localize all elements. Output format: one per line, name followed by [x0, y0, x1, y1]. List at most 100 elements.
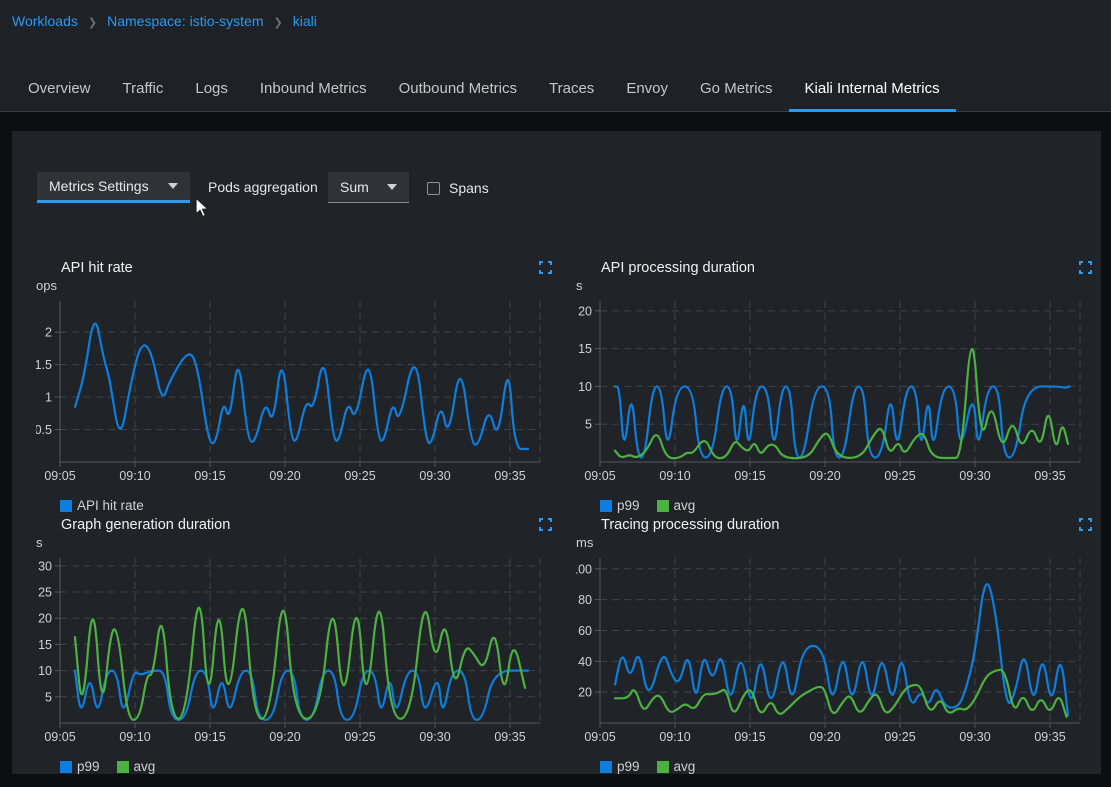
expand-icon[interactable] [1077, 516, 1094, 536]
aggregation-dropdown[interactable]: Sum [328, 172, 409, 203]
breadcrumb-link[interactable]: Namespace: istio-system [107, 13, 263, 29]
legend-label: p99 [77, 759, 100, 774]
chart-graph-generation-duration: Graph generation duration s 510152025300… [36, 512, 560, 774]
svg-text:09:05: 09:05 [584, 730, 615, 744]
svg-text:5: 5 [45, 690, 52, 704]
svg-text:09:15: 09:15 [734, 469, 765, 483]
svg-text:2: 2 [45, 326, 52, 340]
angle-right-icon: ❯ [88, 16, 97, 29]
tab-overview[interactable]: Overview [12, 67, 107, 112]
spans-checkbox[interactable] [427, 182, 440, 195]
svg-text:20: 20 [38, 612, 52, 626]
chart-tracing-processing-duration: Tracing processing duration ms 204060801… [576, 512, 1100, 774]
caret-down-icon [387, 184, 397, 190]
chart-plot: 2040608010009:0509:1009:1509:2009:2509:3… [576, 552, 1100, 757]
tab-logs[interactable]: Logs [179, 67, 244, 112]
legend-label: avg [134, 759, 156, 774]
svg-text:1: 1 [45, 391, 52, 405]
breadcrumb-link[interactable]: kiali [293, 13, 317, 29]
svg-text:09:05: 09:05 [44, 469, 75, 483]
chart-legend: p99 avg [600, 498, 1100, 513]
svg-text:40: 40 [578, 655, 592, 669]
tab-outbound-metrics[interactable]: Outbound Metrics [383, 67, 533, 112]
page-header: Workloads❯Namespace: istio-system❯kiali … [0, 0, 1111, 112]
legend-label: p99 [617, 759, 640, 774]
svg-text:09:15: 09:15 [194, 730, 225, 744]
svg-text:15: 15 [38, 638, 52, 652]
svg-text:60: 60 [578, 624, 592, 638]
metrics-settings-dropdown[interactable]: Metrics Settings [37, 172, 190, 203]
svg-text:5: 5 [585, 418, 592, 432]
svg-text:09:25: 09:25 [884, 469, 915, 483]
svg-text:10: 10 [578, 380, 592, 394]
spans-option: Spans [427, 180, 489, 196]
legend-swatch-icon [657, 761, 669, 773]
chart-title: API processing duration [601, 255, 1100, 277]
expand-icon[interactable] [537, 259, 554, 279]
expand-icon[interactable] [1077, 259, 1094, 279]
tab-traffic[interactable]: Traffic [107, 67, 180, 112]
legend-label: avg [674, 498, 696, 513]
angle-right-icon: ❯ [274, 16, 283, 29]
svg-text:09:20: 09:20 [269, 730, 300, 744]
legend-item[interactable]: p99 [600, 498, 640, 513]
svg-text:100: 100 [576, 562, 592, 576]
legend-item[interactable]: p99 [60, 759, 100, 774]
tab-kiali-internal-metrics[interactable]: Kiali Internal Metrics [789, 67, 956, 112]
legend-item[interactable]: API hit rate [60, 498, 144, 513]
svg-text:80: 80 [578, 593, 592, 607]
caret-down-icon [168, 183, 178, 189]
svg-text:30: 30 [38, 559, 52, 573]
svg-text:1.5: 1.5 [36, 358, 52, 372]
chart-title: API hit rate [61, 255, 560, 277]
svg-text:0.5: 0.5 [36, 423, 52, 437]
svg-text:09:20: 09:20 [809, 730, 840, 744]
legend-swatch-icon [60, 500, 72, 512]
tab-inbound-metrics[interactable]: Inbound Metrics [244, 67, 383, 112]
chart-unit-label: ops [36, 278, 560, 295]
legend-label: p99 [617, 498, 640, 513]
tab-traces[interactable]: Traces [533, 67, 610, 112]
legend-swatch-icon [657, 500, 669, 512]
svg-text:09:20: 09:20 [809, 469, 840, 483]
tab-bar: OverviewTrafficLogsInbound MetricsOutbou… [12, 67, 956, 112]
legend-swatch-icon [600, 761, 612, 773]
tab-envoy[interactable]: Envoy [610, 67, 684, 112]
svg-text:09:05: 09:05 [584, 469, 615, 483]
legend-item[interactable]: avg [117, 759, 156, 774]
svg-text:09:30: 09:30 [419, 730, 450, 744]
svg-text:09:10: 09:10 [119, 469, 150, 483]
breadcrumb: Workloads ❯ Namespace: istio-system ❯ kiali [12, 13, 317, 29]
spans-label: Spans [449, 180, 489, 196]
svg-text:09:15: 09:15 [194, 469, 225, 483]
svg-text:09:10: 09:10 [659, 730, 690, 744]
pods-aggregation-label: Pods aggregation [208, 179, 318, 195]
chart-api-processing-duration: API processing duration s 510152009:0509… [576, 255, 1100, 513]
chart-legend: p99 avg [600, 759, 1100, 774]
svg-text:09:20: 09:20 [269, 469, 300, 483]
legend-item[interactable]: avg [657, 498, 696, 513]
chart-title: Graph generation duration [61, 512, 560, 534]
chart-legend: API hit rate [60, 498, 560, 513]
chart-title: Tracing processing duration [601, 512, 1100, 534]
svg-text:09:30: 09:30 [959, 730, 990, 744]
expand-icon[interactable] [537, 516, 554, 536]
chart-plot: 0.511.5209:0509:1009:1509:2009:2509:3009… [36, 295, 560, 496]
legend-item[interactable]: avg [657, 759, 696, 774]
svg-text:09:10: 09:10 [659, 469, 690, 483]
svg-text:09:35: 09:35 [494, 469, 525, 483]
svg-text:09:25: 09:25 [884, 730, 915, 744]
svg-text:09:35: 09:35 [494, 730, 525, 744]
legend-swatch-icon [600, 500, 612, 512]
chart-unit-label: ms [576, 535, 1100, 552]
legend-label: API hit rate [77, 498, 144, 513]
breadcrumb-link[interactable]: Workloads [12, 13, 78, 29]
tab-go-metrics[interactable]: Go Metrics [684, 67, 789, 112]
svg-text:09:15: 09:15 [734, 730, 765, 744]
chart-unit-label: s [576, 278, 1100, 295]
metrics-settings-label: Metrics Settings [49, 178, 149, 194]
chart-api-hit-rate: API hit rate ops 0.5 1 1.5 2 09:05 09:10 09:15… [36, 255, 560, 513]
svg-text:10: 10 [38, 664, 52, 678]
legend-item[interactable]: p99 [600, 759, 640, 774]
aggregation-value: Sum [340, 179, 369, 195]
